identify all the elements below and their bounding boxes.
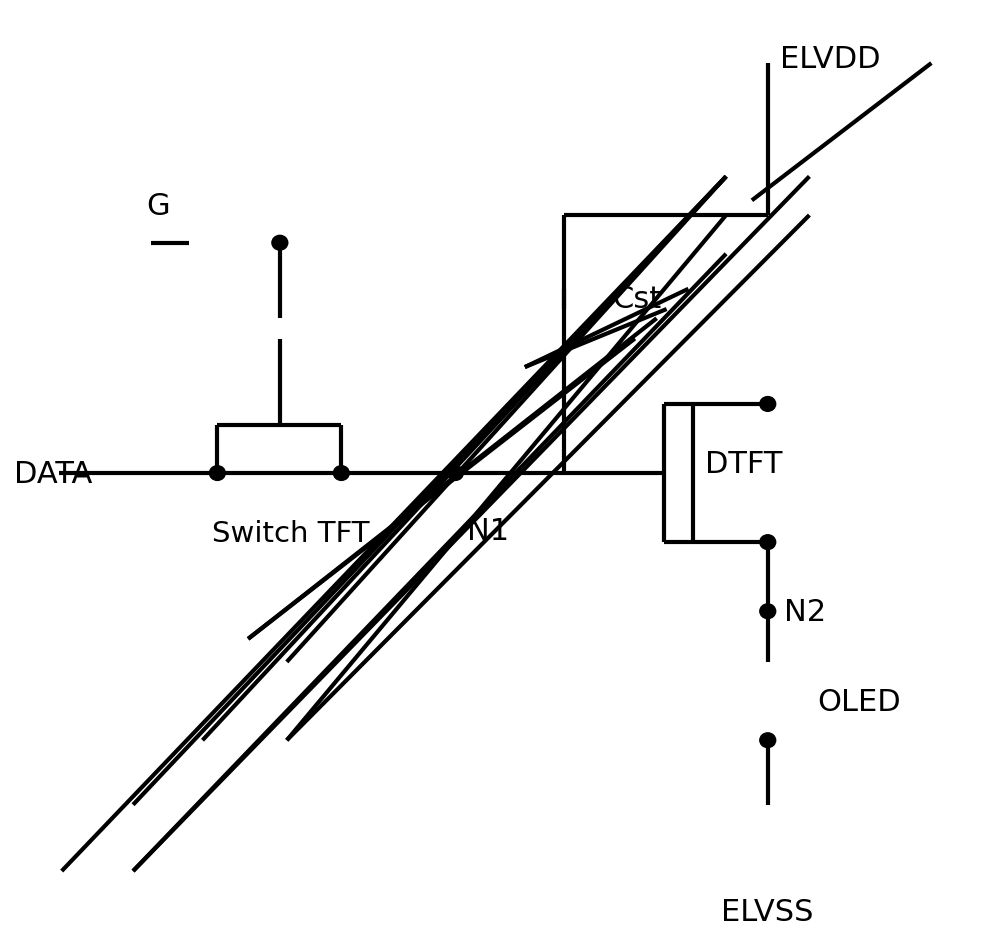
Circle shape xyxy=(333,466,349,481)
Text: DTFT: DTFT xyxy=(705,450,783,479)
Text: DATA: DATA xyxy=(14,459,92,488)
Circle shape xyxy=(760,535,776,550)
Circle shape xyxy=(272,236,288,251)
Circle shape xyxy=(760,733,776,748)
Text: N1: N1 xyxy=(467,516,509,545)
Circle shape xyxy=(760,605,776,619)
Circle shape xyxy=(209,466,225,481)
Text: Switch TFT: Switch TFT xyxy=(212,519,370,548)
Circle shape xyxy=(447,466,463,481)
Text: N2: N2 xyxy=(784,597,826,626)
Text: OLED: OLED xyxy=(817,687,901,716)
Text: ELVDD: ELVDD xyxy=(780,45,880,74)
Text: G: G xyxy=(146,192,170,221)
Circle shape xyxy=(760,397,776,412)
Text: Cst: Cst xyxy=(612,285,661,314)
Text: ELVSS: ELVSS xyxy=(722,897,814,926)
